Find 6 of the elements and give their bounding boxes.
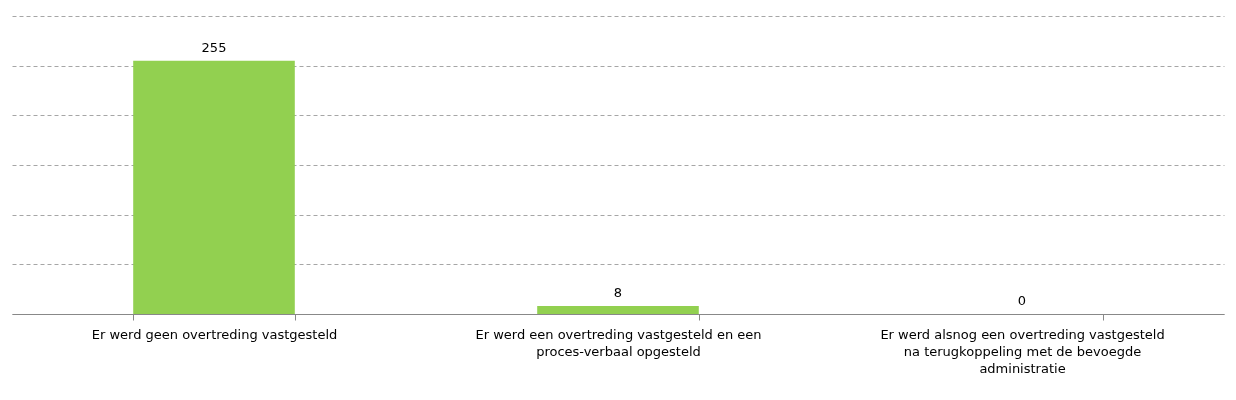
- x-tick-label: Er werd een overtreding vastgesteld en een proces-verbaal opgesteld: [475, 326, 762, 359]
- data-label: 0: [1017, 293, 1027, 308]
- x-tick-label: Er werd geen overtreding vastgesteld: [91, 326, 338, 342]
- x-tick-label: Er werd alsnog een overtreding vastgesteld na terugkoppeling met de bevoegde administratie: [880, 326, 1165, 376]
- data-label: 255: [201, 39, 227, 55]
- data-label: 8: [613, 285, 623, 301]
